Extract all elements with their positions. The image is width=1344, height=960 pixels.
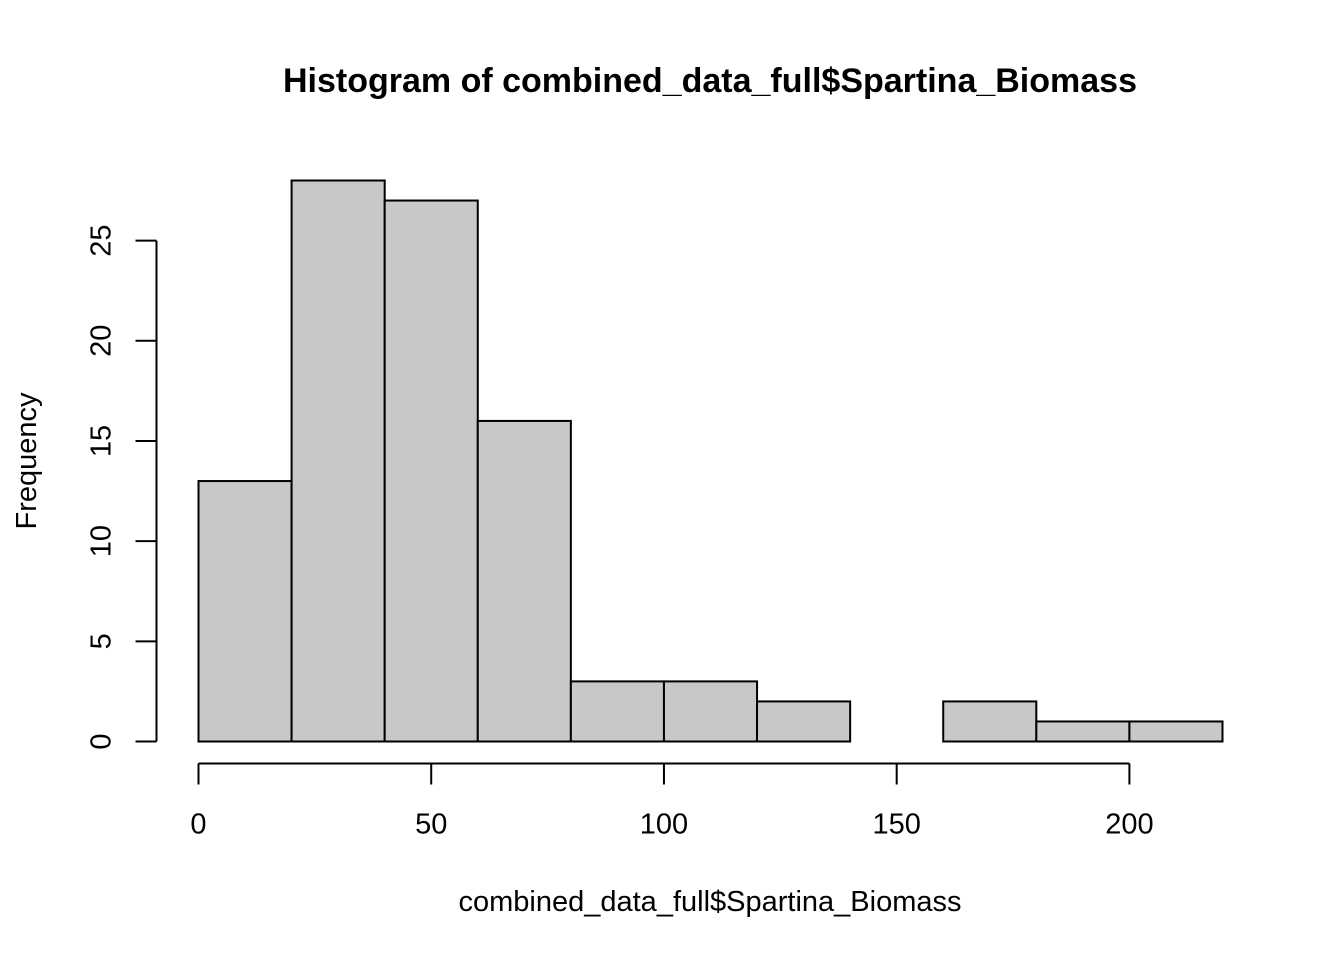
histogram-bar-5: [662, 680, 759, 743]
x-axis-label: combined_data_full$Spartina_Biomass: [459, 886, 962, 918]
histogram-bar-9: [1035, 720, 1131, 743]
bars-group: [197, 179, 1224, 743]
histogram-bar-6: [756, 700, 852, 743]
y-tick-label-10: 10: [86, 525, 118, 557]
y-tick-label-5: 5: [86, 633, 118, 649]
x-tick-label-0: 0: [190, 809, 206, 841]
histogram-bar-10: [1128, 720, 1224, 743]
y-tick-label-20: 20: [86, 325, 118, 357]
histogram-bar-4: [569, 680, 665, 743]
y-tick-label-15: 15: [86, 425, 118, 457]
x-tick-label-200: 200: [1105, 809, 1153, 841]
histogram-bar-2: [383, 199, 479, 743]
histogram-bar-8: [942, 700, 1038, 743]
histogram-bar-0: [197, 480, 293, 743]
x-axis: 0 50 100 150 200: [190, 762, 1154, 841]
y-axis-label: Frequency: [11, 392, 43, 530]
x-tick-label-150: 150: [872, 809, 920, 841]
y-axis: 0 5 10 15 20 25: [86, 224, 158, 750]
histogram-bar-3: [476, 419, 572, 743]
histogram-bar-1: [290, 179, 386, 743]
y-tick-label-0: 0: [86, 733, 118, 749]
chart-title: Histogram of combined_data_full$Spartina…: [283, 62, 1137, 100]
x-tick-label-100: 100: [640, 809, 688, 841]
y-tick-label-25: 25: [86, 224, 118, 256]
x-tick-label-50: 50: [415, 809, 447, 841]
